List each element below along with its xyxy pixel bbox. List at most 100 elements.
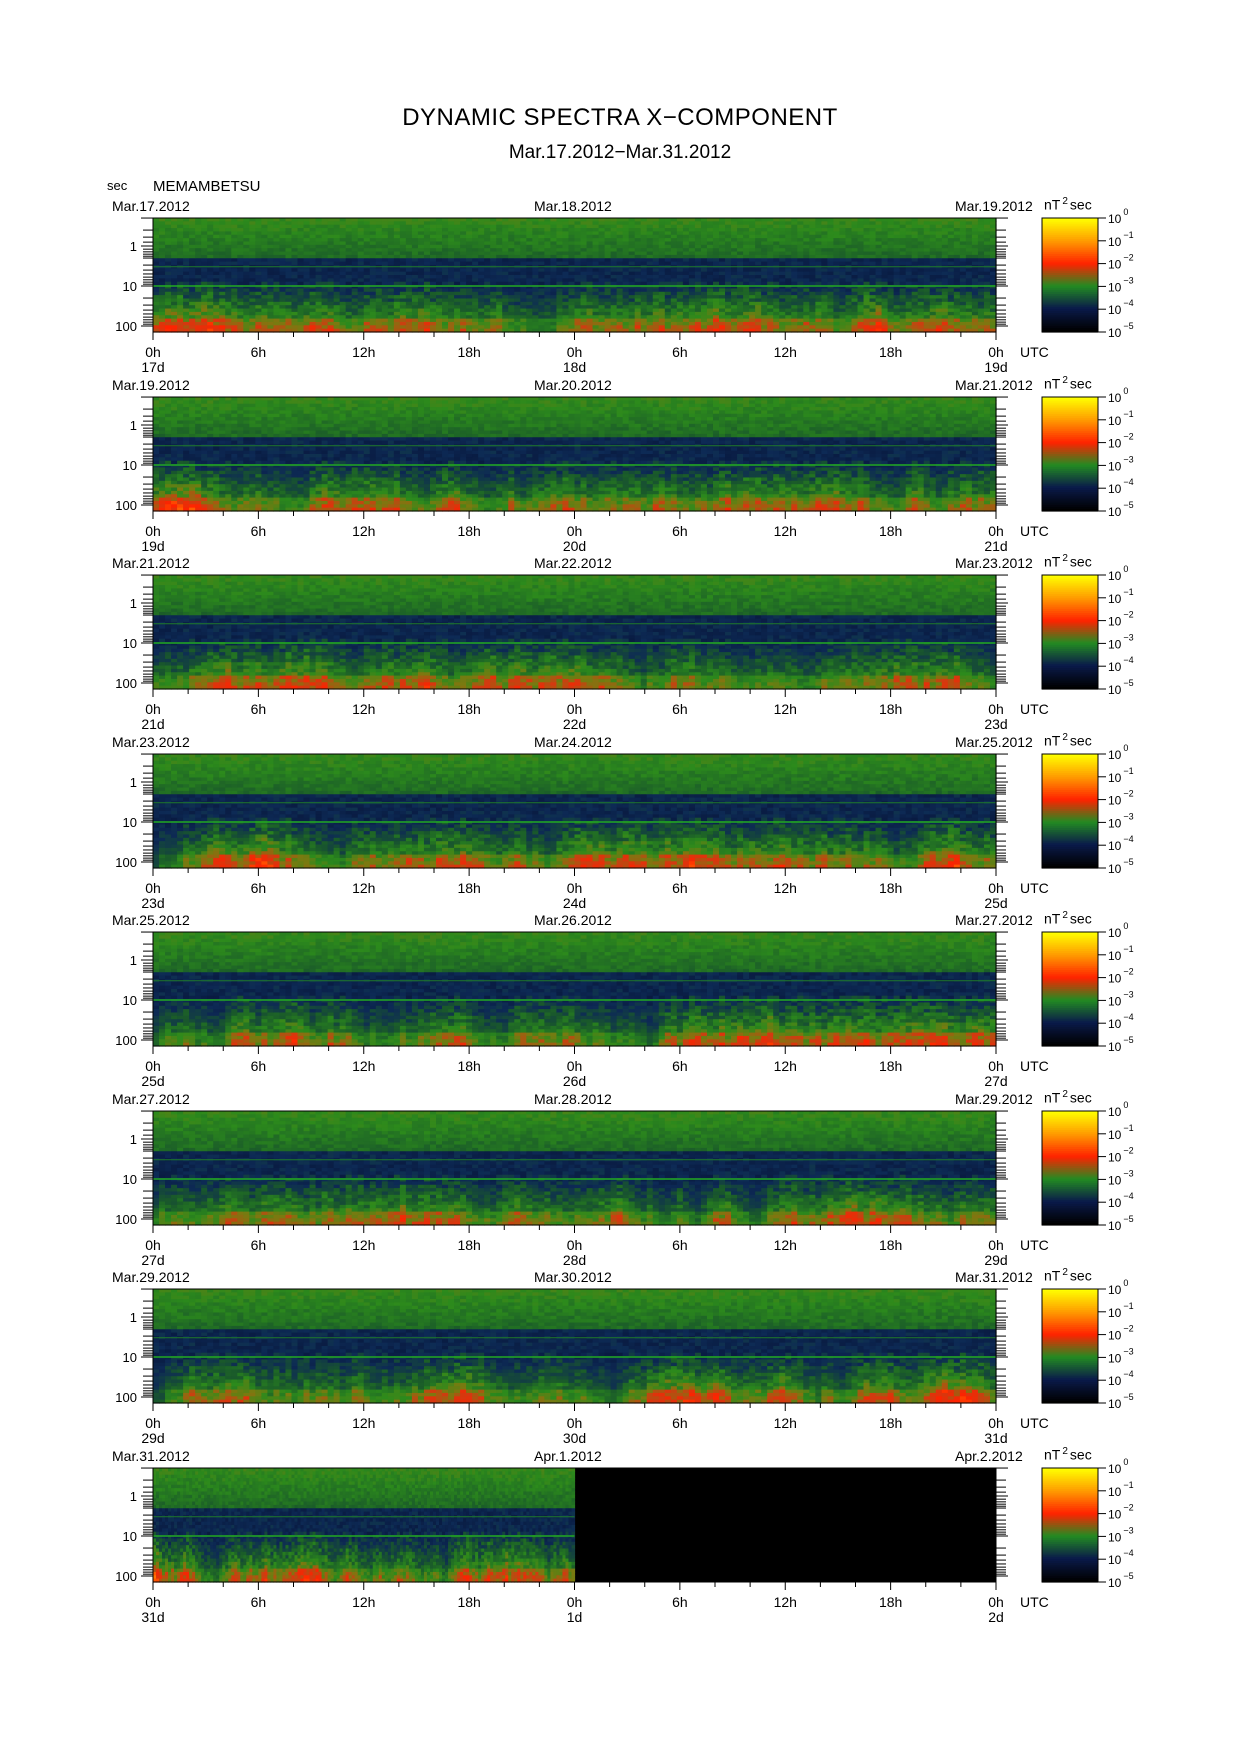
day-label: 25d [984,895,1007,911]
x-tick-label: 12h [352,701,375,717]
day-label: 1d [567,1609,583,1625]
x-tick-label: 0h [988,701,1004,717]
y-tick-label: 1 [130,1132,137,1147]
x-tick-label: 6h [251,344,267,360]
y-tick-label: 10 [123,993,137,1008]
colorbar-unit-tail: sec [1070,732,1092,748]
x-tick-label: 18h [879,880,902,896]
spectrogram-image [153,1467,576,1583]
colorbar-tick-label: 10 −2 [1108,610,1134,629]
x-tick-label: 12h [774,1415,797,1431]
spectrogram-image [153,932,997,1047]
colorbar-tick-label: 10 −1 [1108,1479,1134,1498]
x-tick-label: 0h [988,1237,1004,1253]
day-label: 19d [141,538,164,554]
colorbar-tick-label: 10 −3 [1108,1168,1134,1187]
x-tick-label: 6h [251,1594,267,1610]
y-tick-label: 1 [130,953,137,968]
x-axis-unit: UTC [1020,344,1049,360]
x-tick-label: 18h [879,1415,902,1431]
x-tick-label: 0h [145,880,161,896]
colorbar-tick-label: 10 0 [1108,1100,1128,1119]
y-tick-label: 10 [123,1350,137,1365]
colorbar-tick-label: 10 −5 [1108,1035,1134,1054]
x-tick-label: 12h [352,1594,375,1610]
date-label-right: Mar.23.2012 [955,555,1033,571]
x-tick-label: 0h [145,1594,161,1610]
colorbar-tick-label: 10 −1 [1108,1301,1134,1320]
spectrogram-svg: 1 10 100 0h 6h 12h 18h 0h 6h 12h 18h 0h UTC 21d 22d 23d… [115,564,1134,732]
y-tick-label: 1 [130,1310,137,1325]
colorbar-tick-label: 10 −5 [1108,1392,1134,1411]
x-tick-label: 12h [352,1237,375,1253]
colorbar-tick-label: 10 −4 [1108,834,1134,853]
date-label-right: Mar.29.2012 [955,1091,1033,1107]
colorbar-tick-label: 10 −3 [1108,1525,1134,1544]
colorbar-unit-exp: 2 [1062,1089,1068,1100]
day-label: 30d [563,1430,586,1446]
y-tick-label: 100 [115,676,137,691]
y-tick-label: 100 [115,498,137,513]
colorbar-tick-label: 10 0 [1108,743,1128,762]
colorbar-unit-tail: sec [1070,197,1092,213]
colorbar-tick-label: 10 0 [1108,921,1128,940]
colorbar-unit-exp: 2 [1062,375,1068,386]
date-label-mid: Mar.22.2012 [534,555,612,571]
y-tick-label: 10 [123,815,137,830]
x-tick-label: 0h [988,880,1004,896]
date-label-right: Mar.21.2012 [955,377,1033,393]
x-tick-label: 18h [457,523,480,539]
spectrogram-svg: 1 10 100 0h 6h 12h 18h 0h 6h 12h 18h 0h UTC 23d 24d 25d… [115,743,1134,911]
x-tick-label: 12h [352,1415,375,1431]
chart-date-range: Mar.17.2012−Mar.31.2012 [0,142,1240,164]
x-tick-label: 12h [774,1237,797,1253]
x-tick-label: 6h [251,1237,267,1253]
x-tick-label: 12h [352,1058,375,1074]
x-tick-label: 0h [567,1058,583,1074]
colorbar-tick-label: 10 −3 [1108,989,1134,1008]
colorbar-tick-label: 10 −2 [1108,788,1134,807]
spectrogram-panel: Mar.17.2012 Mar.18.2012 Mar.19.2012 nT 2 sec 1… [0,196,1240,378]
date-label-right: Mar.27.2012 [955,912,1033,928]
x-tick-label: 0h [145,701,161,717]
day-label: 31d [984,1430,1007,1446]
x-tick-label: 18h [879,701,902,717]
x-tick-label: 0h [145,1058,161,1074]
colorbar-unit: nT 2 sec [1044,1267,1092,1284]
spectrogram-panel: Mar.31.2012 Apr.1.2012 Apr.2.2012 nT 2 sec 1 10… [0,1446,1240,1628]
colorbar-tick-label: 10 −4 [1108,1369,1134,1388]
day-label: 31d [141,1609,164,1625]
date-label-left: Mar.23.2012 [112,734,190,750]
colorbar [1041,1110,1099,1226]
day-label: 20d [563,538,586,554]
spectrogram-svg: 1 10 100 0h 6h 12h 18h 0h 6h 12h 18h 0h UTC 17d 18d 19d… [115,207,1134,375]
colorbar-tick-label: 10 −4 [1108,1548,1134,1567]
colorbar-tick-label: 10 −1 [1108,765,1134,784]
colorbar-tick-label: 10 −3 [1108,275,1134,294]
colorbar-tick-label: 10 −5 [1108,500,1134,519]
x-tick-label: 6h [672,1594,688,1610]
x-tick-label: 12h [352,523,375,539]
x-tick-label: 0h [145,1415,161,1431]
day-label: 27d [984,1073,1007,1089]
spectrogram-panel: Mar.19.2012 Mar.20.2012 Mar.21.2012 nT 2 sec 1… [0,375,1240,557]
spectrogram-svg: 1 10 100 0h 6h 12h 18h 0h 6h 12h 18h 0h UTC 25d 26d 27d… [115,921,1134,1089]
date-label-left: Mar.21.2012 [112,555,190,571]
colorbar-unit-base: nT [1044,554,1060,570]
x-tick-label: 0h [988,1058,1004,1074]
x-tick-label: 18h [457,1594,480,1610]
date-label-left: Mar.25.2012 [112,912,190,928]
date-label-left: Mar.17.2012 [112,198,190,214]
day-label: 2d [988,1609,1004,1625]
spectrogram-image [153,396,997,512]
day-label: 17d [141,359,164,375]
spectrogram-panel: Mar.27.2012 Mar.28.2012 Mar.29.2012 nT 2 sec 1… [0,1089,1240,1271]
x-tick-label: 18h [457,344,480,360]
y-tick-label: 100 [115,1390,137,1405]
day-label: 19d [984,359,1007,375]
day-label: 27d [141,1252,164,1268]
day-label: 26d [563,1073,586,1089]
colorbar-tick-label: 10 −5 [1108,321,1134,340]
x-tick-label: 0h [988,1594,1004,1610]
colorbar-unit-exp: 2 [1062,553,1068,564]
